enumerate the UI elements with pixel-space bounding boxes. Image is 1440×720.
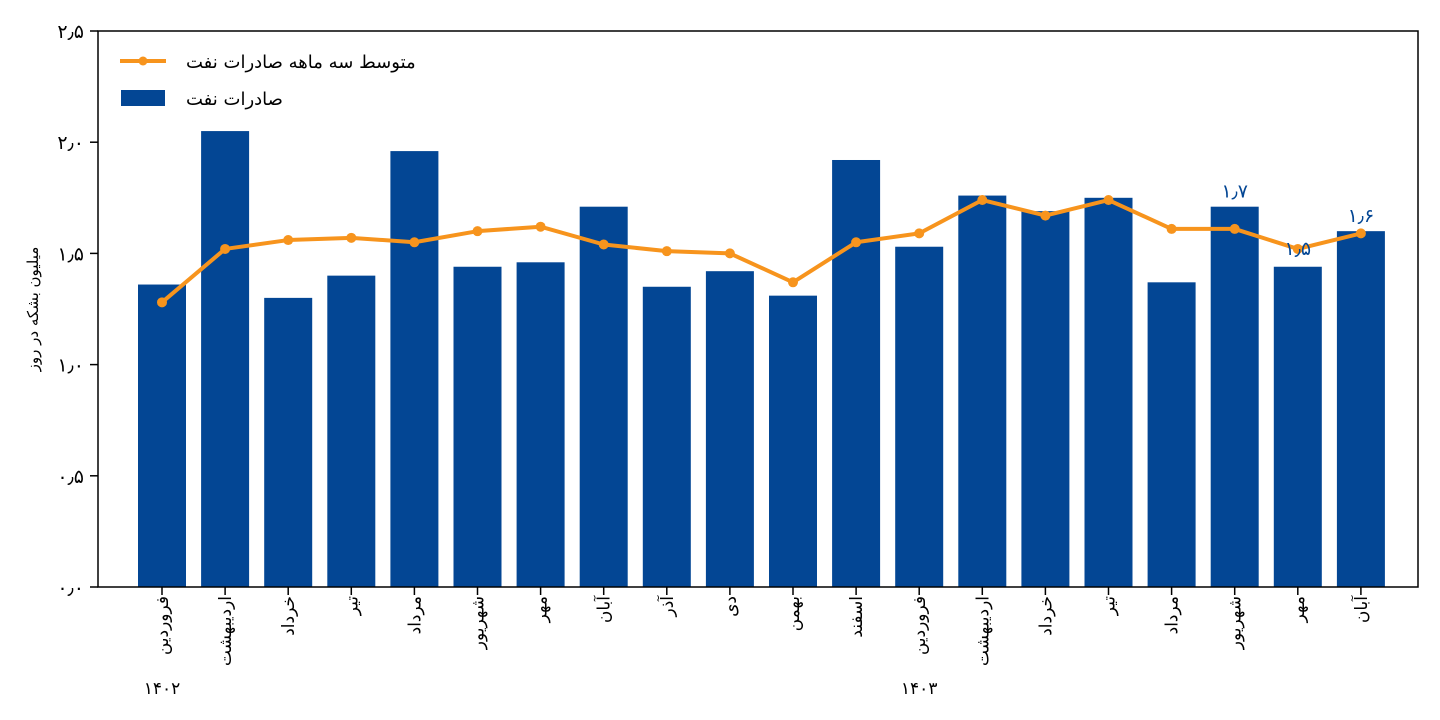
average-point-16	[1166, 223, 1177, 234]
average-point-14	[1040, 210, 1051, 221]
average-point-6	[535, 221, 546, 232]
x-tick-label-10: بهمن	[784, 596, 804, 631]
average-point-0	[157, 297, 167, 308]
x-tick-label-12: فروردین	[910, 596, 930, 655]
x-tick-label-0: فروردین	[153, 596, 173, 655]
x-tick-label-9: دی	[721, 596, 741, 617]
legend-label-exports: صادرات نفت	[186, 89, 283, 110]
x-tick-label-4: مرداد	[405, 596, 425, 634]
bar-15	[1084, 197, 1133, 588]
bar-0	[138, 284, 186, 587]
data-label-1: ۱٫۵	[1285, 238, 1312, 260]
average-point-2	[283, 235, 294, 246]
x-tick-label-11: اسفند	[847, 596, 867, 638]
legend-line-marker	[138, 56, 148, 66]
year-label-1: ۱۴۰۳	[901, 679, 938, 699]
bar-17	[1210, 206, 1259, 588]
x-tick-label-3: تیر	[342, 596, 362, 617]
legend-label-average: متوسط سه ماهه صادرات نفت	[186, 52, 416, 73]
bar-11	[832, 159, 881, 587]
average-point-1	[220, 243, 231, 254]
bar-6	[516, 262, 565, 587]
average-point-13	[977, 195, 988, 206]
bar-9	[705, 271, 754, 587]
year-label-0: ۱۴۰۲	[144, 679, 181, 699]
average-point-11	[851, 237, 862, 248]
bar-14	[1021, 211, 1070, 588]
y-tick-label-3: ۱٫۵	[57, 243, 84, 265]
y-axis: ۰٫۰ ۰٫۵ ۱٫۰ ۱٫۵ ۲٫۰ ۲٫۵	[57, 21, 98, 599]
average-point-4	[409, 237, 420, 248]
average-point-18	[1292, 243, 1303, 254]
x-tick-label-2: خرداد	[279, 596, 299, 636]
x-tick-label-6: مهر	[532, 596, 552, 623]
average-point-10	[788, 277, 798, 288]
annotation-layer: ۱٫۷ ۱٫۵ ۱٫۶	[1221, 181, 1374, 260]
y-tick-label-5: ۲٫۵	[57, 21, 84, 43]
average-point-9	[724, 248, 735, 259]
data-label-2: ۱٫۶	[1348, 205, 1375, 227]
average-point-17	[1229, 223, 1240, 234]
line-layer	[157, 195, 1366, 308]
average-point-12	[914, 228, 925, 239]
average-point-15	[1103, 195, 1114, 206]
y-tick-label-2: ۱٫۰	[57, 355, 84, 377]
bar-5	[453, 266, 502, 587]
legend-bar-swatch	[121, 90, 165, 106]
y-axis-label: میلیون بشکه در روز	[24, 247, 42, 373]
bar-8	[642, 286, 691, 587]
average-point-3	[346, 232, 357, 243]
average-point-19	[1355, 228, 1366, 239]
average-point-8	[661, 246, 672, 257]
x-tick-label-13: اردیبهشت	[973, 596, 993, 666]
x-tick-label-8: آذر	[656, 595, 678, 618]
x-tick-label-16: مرداد	[1163, 596, 1183, 634]
bar-4	[390, 151, 439, 587]
bar-19	[1336, 231, 1385, 587]
x-tick-label-15: تیر	[1100, 596, 1120, 617]
bar-2	[264, 297, 313, 587]
x-axis: فروردین اردیبهشت خرداد تیر مرداد شهریور مهر آبا…	[144, 587, 1372, 699]
bar-7	[579, 206, 628, 588]
y-tick-label-0: ۰٫۰	[57, 577, 84, 599]
average-point-5	[472, 226, 483, 237]
bars-layer	[138, 131, 1385, 588]
bar-3	[327, 275, 376, 587]
bar-13	[958, 195, 1007, 588]
bar-16	[1147, 282, 1196, 587]
bar-18	[1273, 266, 1322, 587]
x-tick-label-1: اردیبهشت	[216, 596, 236, 666]
average-line	[160, 198, 1362, 304]
legend: متوسط سه ماهه صادرات نفت صادرات نفت	[120, 52, 416, 110]
y-tick-label-4: ۲٫۰	[57, 132, 84, 154]
x-tick-label-7: آبان	[593, 595, 615, 623]
bar-10	[769, 295, 817, 587]
x-tick-label-19: آبان	[1350, 595, 1372, 623]
bar-1	[201, 131, 250, 587]
x-tick-label-18: مهر	[1289, 596, 1309, 623]
bar-12	[895, 246, 944, 587]
x-tick-label-17: شهریور	[1226, 596, 1246, 650]
x-tick-label-5: شهریور	[469, 596, 489, 650]
average-point-7	[598, 239, 609, 250]
data-label-0: ۱٫۷	[1221, 181, 1248, 203]
y-tick-label-1: ۰٫۵	[57, 466, 84, 488]
plot-frame	[97, 30, 1419, 588]
x-tick-label-14: خرداد	[1036, 596, 1056, 636]
